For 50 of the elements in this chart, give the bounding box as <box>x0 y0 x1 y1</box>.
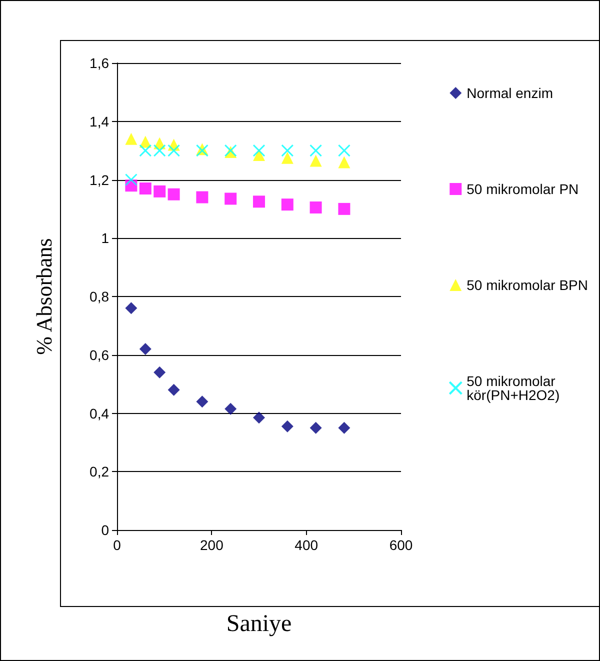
point <box>168 144 180 157</box>
point <box>154 185 166 198</box>
point <box>281 152 294 164</box>
point <box>196 396 208 408</box>
point <box>196 191 208 204</box>
y-tick-label: 0,6 <box>90 346 110 363</box>
y-tick-label: 1,2 <box>90 172 110 188</box>
point <box>125 132 138 145</box>
point <box>310 144 322 157</box>
point <box>338 144 350 157</box>
x-tick-label: 0 <box>113 537 122 553</box>
point <box>139 144 152 157</box>
point <box>310 154 322 167</box>
x-axis-title: Saniye <box>226 611 292 637</box>
point <box>154 366 166 378</box>
point <box>224 402 237 415</box>
x-tick-label: 400 <box>294 537 318 553</box>
point <box>338 156 350 168</box>
y-tick-label: 1 <box>101 230 110 246</box>
legend-label: 50 mikromolar kör(PN+H2O2) <box>466 373 560 403</box>
point <box>281 144 294 157</box>
y-tick-label: 0,2 <box>90 464 110 480</box>
point <box>224 192 237 205</box>
point <box>338 202 350 215</box>
x-tick-label: 200 <box>200 537 224 553</box>
x-tick-label: 600 <box>389 537 413 553</box>
y-tick-label: 0,4 <box>90 405 110 422</box>
y-tick-label: 0 <box>101 522 110 538</box>
point <box>168 384 180 396</box>
y-axis-title: % Absorbans <box>32 238 56 355</box>
point <box>125 302 138 314</box>
point <box>124 174 138 186</box>
legend-label: Normal enzim <box>466 85 553 101</box>
point <box>310 422 322 434</box>
point <box>253 196 265 208</box>
point <box>168 188 180 200</box>
legend-label: 50 mikromolar PN <box>466 181 579 197</box>
point <box>153 144 166 157</box>
point <box>253 412 265 424</box>
point <box>252 144 266 157</box>
point <box>281 420 294 432</box>
point <box>338 422 350 434</box>
y-tick-label: 1,4 <box>90 113 110 130</box>
point <box>139 343 152 356</box>
legend-label: 50 mikromolar BPN <box>466 277 588 293</box>
point <box>139 182 152 195</box>
y-tick-label: 1,6 <box>90 55 110 71</box>
point <box>310 201 322 214</box>
y-tick-label: 0,8 <box>90 288 110 304</box>
point <box>281 198 294 211</box>
